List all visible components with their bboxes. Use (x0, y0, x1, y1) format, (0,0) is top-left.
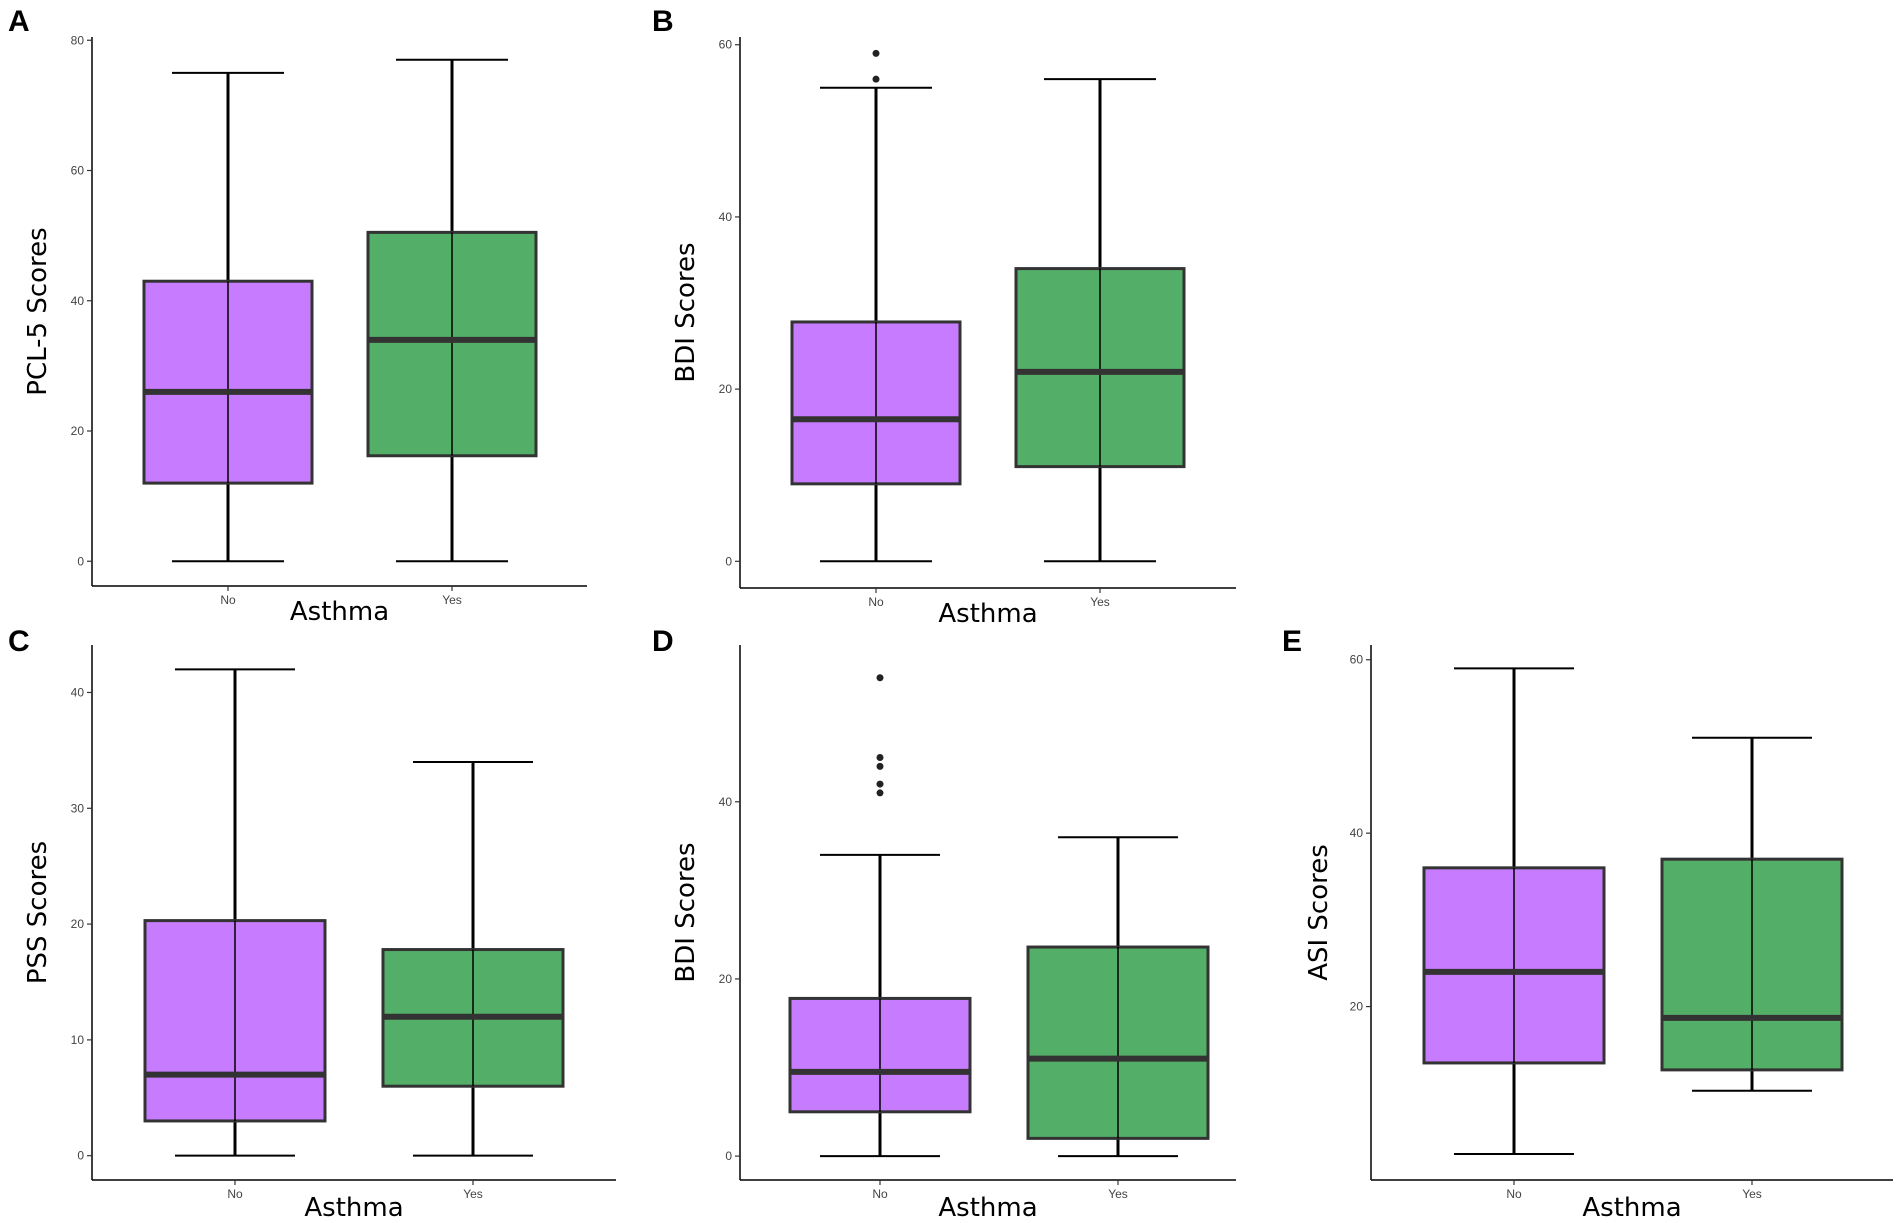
panel-d-box-no-outlier-1 (876, 780, 884, 788)
panel-d-box-no-outlier-0 (876, 789, 884, 797)
panel-c-y-tick-label: 30 (71, 801, 85, 815)
panel-b-y-tick-label: 40 (719, 210, 733, 224)
panel-e-letter: E (1282, 625, 1302, 658)
panel-d-y-title: BDI Scores (671, 842, 701, 982)
panel-e-y-tick-label: 60 (1350, 653, 1364, 667)
panel-a-x-title: Asthma (290, 597, 389, 627)
panel-c-y-tick-label: 10 (71, 1033, 85, 1047)
panel-e-y-title: ASI Scores (1304, 844, 1334, 981)
panel-a-y-tick-label: 60 (71, 164, 85, 178)
panel-b-x-title: Asthma (938, 599, 1037, 629)
panel-c-y-tick-label: 20 (71, 917, 85, 931)
panel-c-letter: C (8, 625, 30, 658)
panel-d-x-tick-label: No (872, 1187, 888, 1201)
panel-b-y-title: BDI Scores (671, 242, 701, 382)
panel-b-letter: B (652, 5, 674, 38)
panel-b-x-tick-label: No (868, 595, 884, 609)
panel-d-box-no-outlier-4 (876, 674, 884, 682)
panel-c-y-tick-label: 0 (77, 1149, 84, 1163)
panel-b-y-tick-label: 60 (719, 38, 733, 52)
panel-d-x-title: Asthma (938, 1193, 1037, 1223)
panel-e-y-tick-label: 40 (1350, 826, 1364, 840)
panel-c-y-tick-label: 40 (71, 685, 85, 699)
panel-c-x-tick-label: Yes (463, 1187, 483, 1201)
panel-b-y-tick-label: 20 (719, 382, 733, 396)
panel-a: A 0 20 40 60 80 No Yes Asthma PCL-5 Scores (8, 5, 587, 627)
panel-d-letter: D (652, 625, 674, 658)
panel-d-box-no-outlier-3 (876, 753, 884, 761)
panel-a-x-tick-label: No (220, 593, 236, 607)
panel-c-x-title: Asthma (304, 1193, 403, 1223)
panel-e: E 20 40 60 No Yes Asthma ASI Scores (1282, 625, 1893, 1223)
panel-e-x-title: Asthma (1582, 1193, 1681, 1223)
panel-a-y-tick-label: 80 (71, 33, 85, 47)
panel-b-x-tick-label: Yes (1090, 595, 1110, 609)
panel-a-y-title: PCL-5 Scores (23, 227, 53, 395)
panel-d-y-tick-label: 0 (725, 1149, 732, 1163)
panel-a-y-tick-label: 40 (71, 294, 85, 308)
panel-a-y-tick-label: 20 (71, 424, 85, 438)
panel-a-y-tick-label: 0 (77, 554, 84, 568)
panel-a-letter: A (8, 5, 30, 38)
panel-e-y-tick-label: 20 (1350, 1000, 1364, 1014)
panel-a-x-tick-label: Yes (442, 593, 462, 607)
panel-b-box-no-outlier-0 (872, 75, 880, 83)
panel-d-box-no-outlier-2 (876, 762, 884, 770)
panel-d-y-tick-label: 40 (719, 795, 733, 809)
panel-c-x-tick-label: No (227, 1187, 243, 1201)
panel-e-x-tick-label: Yes (1742, 1187, 1762, 1201)
panel-d: D 0 20 40 No Yes Asthma BDI Scores (652, 625, 1236, 1223)
panel-b-box-no-outlier-1 (872, 49, 880, 57)
panel-d-y-tick-label: 20 (719, 972, 733, 986)
panel-b-y-tick-label: 0 (725, 554, 732, 568)
panel-b: B 0 20 40 60 No Yes Asthma BDI Scores (652, 5, 1236, 629)
panel-d-x-tick-label: Yes (1108, 1187, 1128, 1201)
panel-e-x-tick-label: No (1506, 1187, 1522, 1201)
panel-c: C 0 10 20 30 40 No Yes Asthma PSS Scores (8, 625, 616, 1223)
panel-c-y-title: PSS Scores (23, 841, 53, 984)
